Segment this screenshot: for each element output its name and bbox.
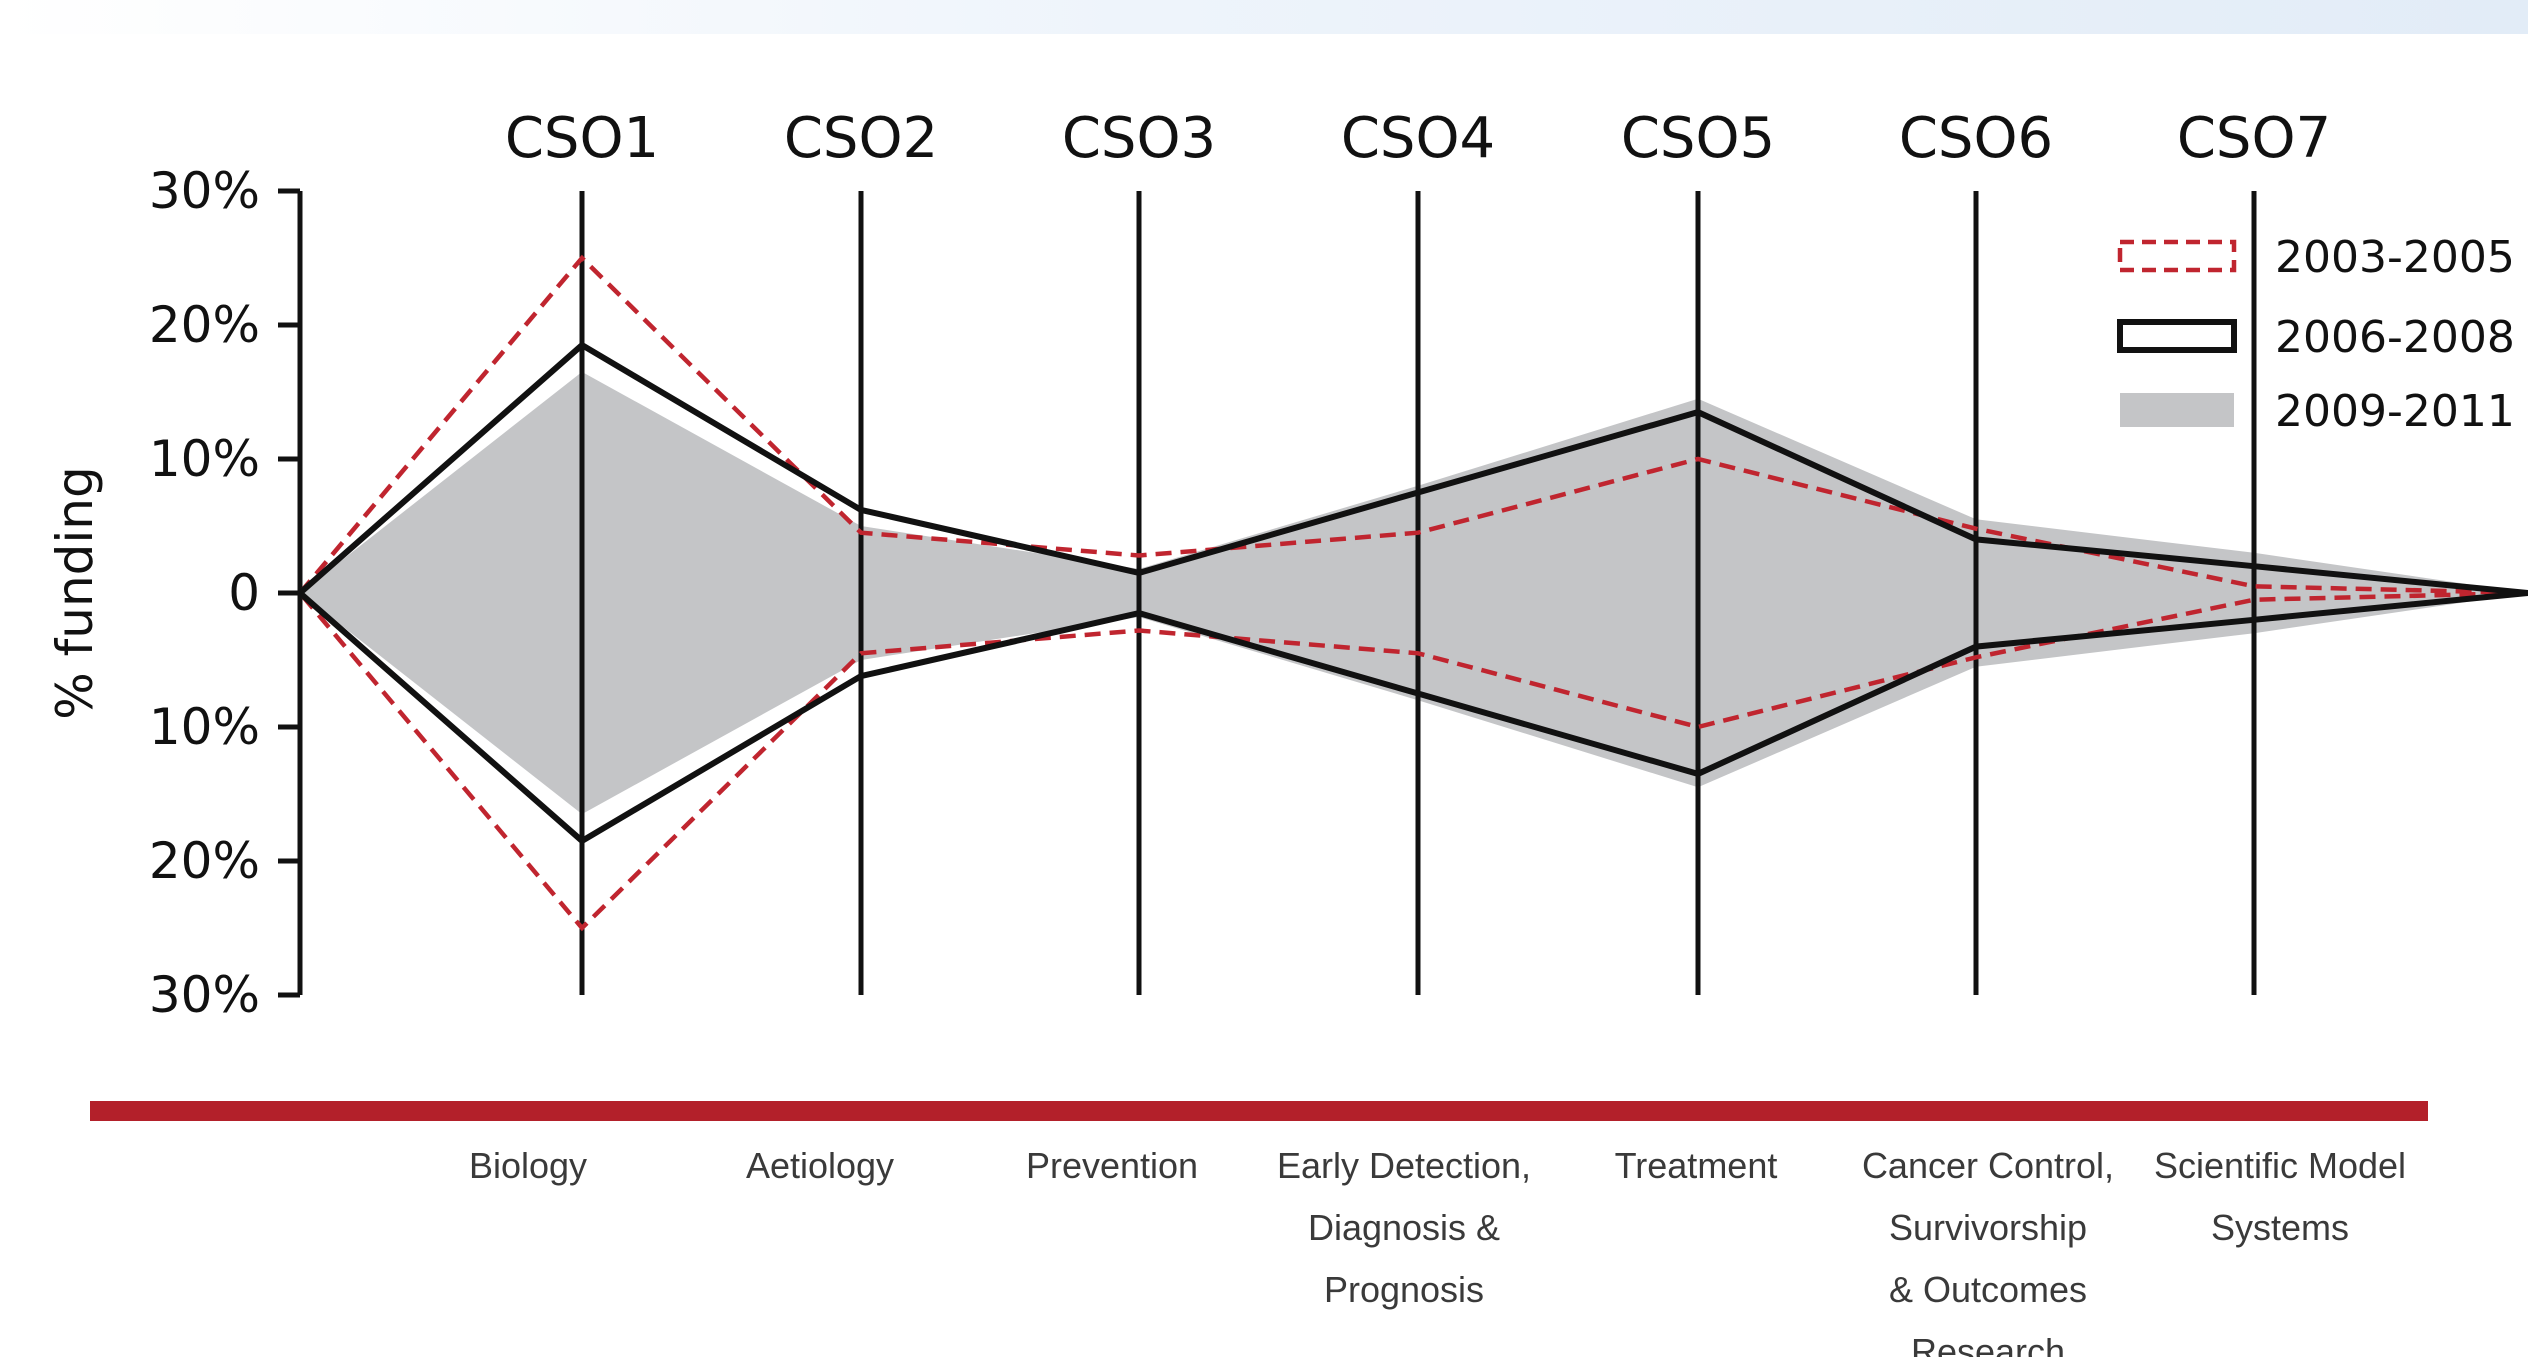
category-label-line: Diagnosis & [1308,1207,1500,1248]
column-header: CSO7 [2177,106,2331,171]
legend-label: 2009-2011 [2275,386,2515,437]
category-label: Biology [469,1145,587,1186]
legend-swatch-2006-2008 [2117,319,2237,353]
top-header-band [0,0,2528,34]
column-header: CSO1 [505,106,659,171]
category-label-line: Cancer Control, [1862,1145,2114,1186]
y-tick-label: 20% [149,832,260,890]
column-header: CSO5 [1621,106,1775,171]
y-tick-label: 30% [149,162,260,220]
column-header: CSO3 [1062,106,1216,171]
category-label-line: Biology [469,1145,587,1186]
category-label: Prevention [1026,1145,1198,1186]
legend-label: 2006-2008 [2275,312,2515,363]
category-label-line: Treatment [1615,1145,1778,1186]
legend-swatch-2009-2011 [2120,393,2234,427]
series-2003-2005-line [297,254,2528,932]
legend-label: 2003-2005 [2275,232,2515,283]
category-label-line: Early Detection, [1277,1145,1531,1186]
y-axis-label: % funding [46,466,104,719]
column-header: CSO2 [784,106,938,171]
category-label: Early Detection, Diagnosis & Prognosis [1277,1145,1531,1310]
category-label-line: Prevention [1026,1145,1198,1186]
y-tick-label: 10% [149,698,260,756]
category-label: Aetiology [746,1145,894,1186]
category-label-line: Scientific Model [2154,1145,2406,1186]
category-label-line: Prognosis [1324,1269,1484,1310]
category-label-line: Systems [2211,1207,2349,1248]
column-header: CSO4 [1341,106,1495,171]
category-label: Scientific Model Systems [2154,1145,2406,1248]
legend-swatch-2003-2005 [2117,239,2237,273]
category-label-line: Aetiology [746,1145,894,1186]
category-label: Treatment [1615,1145,1778,1186]
series-2006-2008-line [295,341,2528,845]
y-tick-label: 20% [149,296,260,354]
series-2009-2011-area [300,371,2528,815]
y-tick-label: 30% [149,966,260,1024]
y-tick-label: 10% [149,430,260,488]
column-header: CSO6 [1899,106,2053,171]
category-label-line: & Outcomes [1889,1269,2087,1310]
category-divider-band [90,1101,2428,1121]
category-label: Cancer Control, Survivorship & Outcomes Res… [1862,1145,2114,1357]
y-tick-label: 0 [228,564,260,622]
category-label-line: Survivorship [1889,1207,2087,1248]
category-label-line: Research [1911,1331,2065,1357]
